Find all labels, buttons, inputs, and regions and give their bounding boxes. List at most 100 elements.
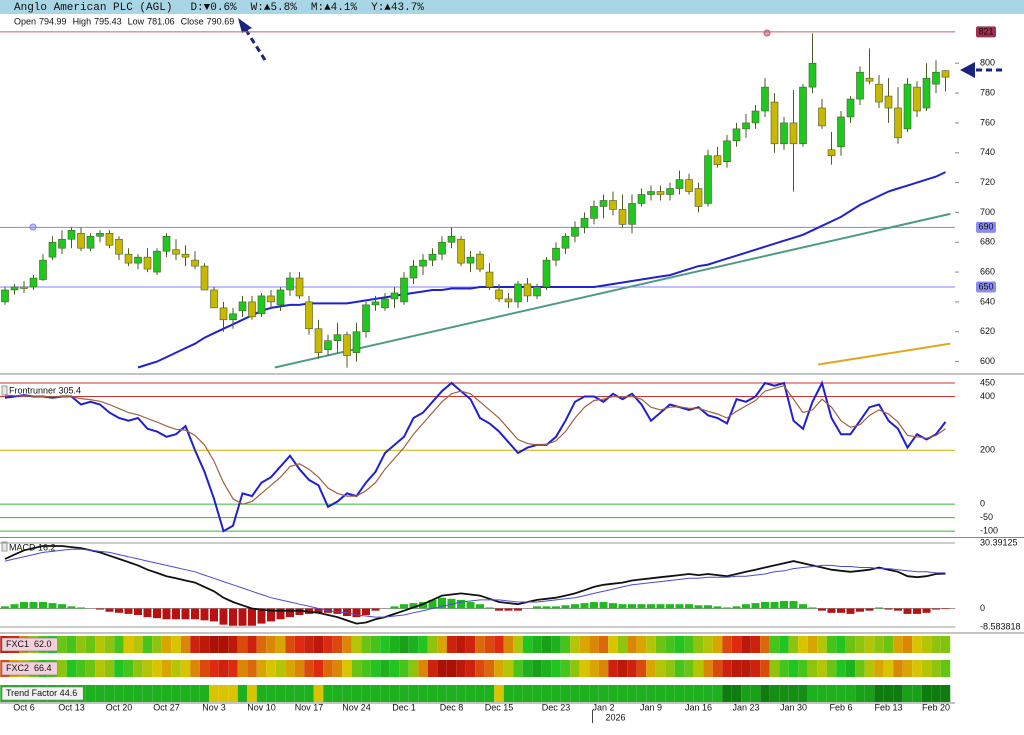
heat-cell bbox=[551, 660, 561, 677]
heat-cell bbox=[541, 660, 552, 677]
heat-cell bbox=[323, 660, 333, 677]
heat-cell bbox=[931, 636, 941, 653]
heat-cell bbox=[465, 660, 476, 677]
heat-cell bbox=[798, 660, 808, 677]
candle-body bbox=[818, 107, 826, 127]
heat-cell bbox=[655, 660, 666, 677]
heat-cell bbox=[522, 660, 533, 677]
heat-cell bbox=[437, 636, 447, 653]
heat-label-box bbox=[1, 686, 84, 701]
y-tick-label: 0 bbox=[980, 499, 985, 509]
histogram-bar bbox=[884, 608, 893, 610]
histogram-bar bbox=[248, 608, 256, 626]
heat-cell bbox=[370, 636, 381, 653]
heat-cell bbox=[769, 636, 780, 653]
candle-body bbox=[390, 292, 399, 300]
heat-cell bbox=[940, 660, 951, 677]
heat-cell bbox=[893, 660, 903, 677]
heat-cell bbox=[66, 636, 77, 653]
histogram-bar bbox=[210, 608, 218, 622]
heat-cell bbox=[266, 660, 276, 677]
y-tick-label: 0 bbox=[980, 603, 985, 613]
heat-cell bbox=[522, 636, 533, 653]
candle-body bbox=[713, 155, 722, 165]
histogram-bar bbox=[343, 608, 351, 617]
heat-cell bbox=[874, 685, 884, 702]
candle-body bbox=[352, 331, 361, 353]
heat-cell bbox=[589, 660, 599, 677]
histogram-bar bbox=[571, 604, 579, 609]
heat-cell bbox=[940, 685, 951, 702]
candle-body bbox=[143, 256, 152, 270]
histogram-bar bbox=[219, 608, 228, 625]
histogram-bar bbox=[894, 608, 902, 611]
candle-body bbox=[134, 256, 142, 264]
heat-cell bbox=[532, 636, 542, 653]
histogram-bar bbox=[286, 608, 294, 618]
heat-cell bbox=[712, 636, 723, 653]
histogram-bar bbox=[39, 602, 47, 609]
candle-body bbox=[172, 249, 180, 255]
candle-body bbox=[324, 340, 332, 350]
heat-cell bbox=[85, 636, 96, 653]
macd-line bbox=[4, 545, 946, 625]
panel-icon bbox=[1, 541, 8, 552]
heat-cell bbox=[760, 636, 770, 653]
candle-body bbox=[77, 232, 85, 249]
histogram-bar bbox=[542, 606, 551, 609]
heat-cell bbox=[304, 660, 314, 677]
candle-body bbox=[428, 253, 437, 261]
heat-cell bbox=[693, 685, 704, 702]
heat-cell bbox=[722, 636, 732, 653]
candle-body bbox=[922, 77, 931, 109]
histogram-bar bbox=[713, 606, 722, 609]
heat-cell bbox=[313, 636, 324, 653]
level-marker bbox=[763, 29, 771, 37]
heat-cell bbox=[266, 636, 276, 653]
heat-cell bbox=[475, 660, 485, 677]
heat-cell bbox=[351, 636, 362, 653]
heat-cell bbox=[247, 685, 257, 702]
candle-body bbox=[590, 206, 598, 219]
heat-cell bbox=[703, 636, 713, 653]
ohlc-label: High bbox=[73, 16, 92, 26]
histogram-bar bbox=[846, 608, 855, 614]
histogram-bar bbox=[504, 608, 513, 611]
candle-body bbox=[276, 289, 285, 306]
histogram-bar bbox=[666, 604, 674, 609]
heat-cell bbox=[465, 685, 476, 702]
heat-cell bbox=[237, 660, 248, 677]
histogram-bar bbox=[552, 606, 560, 609]
x-tick-label: Oct 6 bbox=[13, 702, 35, 712]
histogram-bar bbox=[162, 608, 171, 620]
heat-cell bbox=[836, 660, 846, 677]
histogram-bar bbox=[466, 602, 475, 609]
heat-cell bbox=[342, 636, 352, 653]
heat-cell bbox=[237, 636, 248, 653]
heat-cell bbox=[285, 685, 295, 702]
year-label: 2026 bbox=[606, 712, 626, 722]
change-label: W: bbox=[251, 2, 264, 14]
candle-body bbox=[58, 238, 66, 249]
histogram-bar bbox=[314, 608, 323, 613]
heat-cell bbox=[218, 636, 229, 653]
indicator-line bbox=[4, 380, 947, 533]
candle-body bbox=[941, 70, 950, 78]
x-tick-label: Oct 13 bbox=[58, 702, 85, 712]
heat-cell bbox=[342, 660, 352, 677]
heat-cell bbox=[323, 636, 333, 653]
candle-body bbox=[647, 191, 655, 195]
candle-body bbox=[856, 71, 864, 100]
heat-cell bbox=[570, 636, 580, 653]
candle-body bbox=[381, 298, 389, 309]
histogram-bar bbox=[96, 608, 104, 610]
heat-cell bbox=[750, 685, 761, 702]
heat-cell bbox=[180, 660, 191, 677]
candle-body bbox=[257, 295, 266, 315]
histogram-bar bbox=[799, 604, 807, 609]
indicator-line bbox=[4, 385, 946, 505]
candle-body bbox=[666, 188, 674, 195]
heat-cell bbox=[769, 660, 780, 677]
heat-cell bbox=[370, 685, 381, 702]
heat-cell bbox=[142, 636, 153, 653]
